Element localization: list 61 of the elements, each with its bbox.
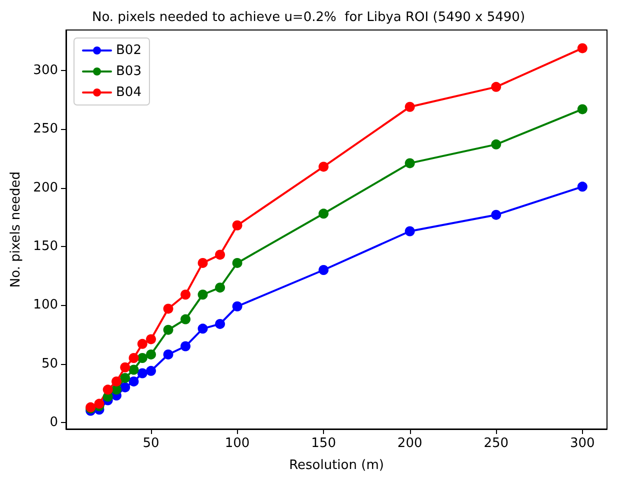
point [491, 139, 502, 150]
legend-label: B04 [116, 85, 142, 100]
x-tick-label: 150 [311, 436, 336, 451]
point [94, 398, 104, 409]
y-tick-label: 300 [33, 62, 58, 78]
point [404, 158, 415, 168]
y-tick-label: 250 [33, 122, 58, 137]
y-tick-label: 50 [41, 356, 58, 372]
y-tick-label: 0 [50, 415, 58, 430]
point [180, 314, 191, 324]
point [215, 282, 226, 293]
point [128, 364, 139, 375]
point [577, 182, 588, 192]
point [198, 290, 208, 300]
y-tick-label: 150 [33, 239, 58, 254]
point [137, 353, 148, 363]
point [491, 82, 502, 92]
point [137, 368, 148, 378]
x-tick-label: 50 [142, 436, 160, 451]
y-tick-label: 200 [33, 180, 58, 196]
point [491, 210, 502, 220]
point [577, 43, 588, 54]
point [232, 258, 242, 268]
point [318, 162, 329, 172]
point [232, 301, 242, 312]
point [120, 362, 130, 372]
y-tick-label: 100 [33, 298, 58, 313]
point [198, 324, 208, 334]
point [318, 264, 329, 275]
point [163, 349, 174, 360]
point [146, 334, 156, 344]
point [404, 102, 415, 112]
point [404, 226, 415, 236]
point [120, 382, 130, 392]
x-tick-label: 100 [224, 436, 250, 451]
point [318, 208, 329, 219]
y-axis-title: No. pixels needed [8, 171, 24, 288]
point [163, 304, 174, 314]
point [137, 338, 148, 349]
x-tick-label: 200 [397, 436, 422, 451]
x-axis-title: Resolution (m) [289, 458, 384, 473]
point [232, 220, 242, 230]
chart-title: No. pixels needed to achieve u=0.2% for Libya ROI (5490 x 5490) [92, 10, 526, 25]
x-tick-label: 300 [570, 436, 595, 451]
point [128, 353, 139, 363]
point [180, 290, 191, 300]
point [215, 250, 226, 260]
point [163, 324, 174, 335]
point [111, 376, 122, 386]
legend-label: B02 [116, 43, 142, 58]
point [120, 372, 130, 383]
x-tick-label: 250 [484, 436, 509, 451]
point [146, 366, 156, 376]
point [128, 376, 139, 386]
point [215, 318, 226, 329]
point [146, 349, 156, 360]
legend-label: B03 [116, 64, 142, 79]
point [198, 258, 208, 268]
point [102, 384, 113, 395]
point [180, 341, 191, 352]
point [577, 104, 588, 114]
